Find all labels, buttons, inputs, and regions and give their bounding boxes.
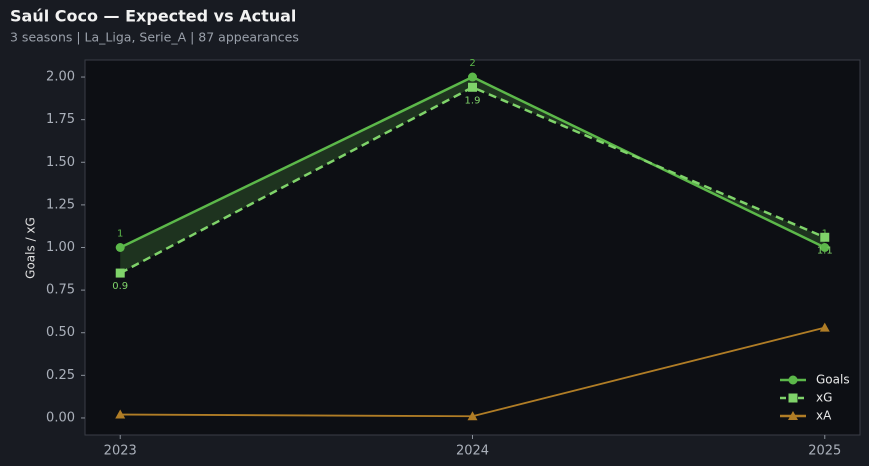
point (468, 82, 477, 92)
legend-label: Goals (816, 373, 850, 387)
plot-area (84, 59, 861, 436)
y-tick-label: 0.75 (46, 283, 75, 298)
y-tick-label: 0.50 (46, 325, 75, 340)
point (820, 243, 830, 252)
line (119, 85, 826, 275)
y-tick-label: 0.00 (46, 410, 75, 425)
chart-subtitle: 3 seasons | La_Liga, Serie_A | 87 appear… (10, 30, 299, 45)
point (115, 409, 126, 419)
x-tick-label: 2023 (104, 444, 137, 459)
data-label: 1.9 (465, 95, 481, 106)
y-tick-label: 1.00 (46, 240, 75, 255)
legend-marker (788, 411, 798, 420)
y-axis-label: Goals / xG (24, 217, 38, 279)
y-tick-label: 1.25 (46, 197, 75, 212)
chart-title: Saúl Coco — Expected vs Actual (10, 7, 296, 26)
y-tick-label: 2.00 (46, 70, 75, 85)
point (467, 411, 478, 421)
legend-marker (788, 393, 798, 403)
legend-label: xG (816, 391, 832, 405)
y-tick-label: 0.25 (46, 368, 75, 383)
x-tick-label: 2024 (456, 444, 489, 459)
point (468, 72, 477, 82)
point (115, 268, 125, 278)
point (115, 243, 125, 252)
y-tick-label: 1.50 (46, 155, 75, 170)
legend-label: xA (816, 409, 832, 423)
data-label: 1.1 (817, 245, 833, 256)
data-label: 0.9 (112, 281, 128, 292)
y-tick-label: 1.75 (46, 112, 75, 127)
data-label: 2 (469, 58, 475, 69)
data-label: 1 (117, 229, 123, 240)
legend-marker (788, 375, 798, 385)
point (820, 232, 830, 242)
point (819, 322, 830, 332)
x-tick-label: 2025 (808, 444, 841, 459)
